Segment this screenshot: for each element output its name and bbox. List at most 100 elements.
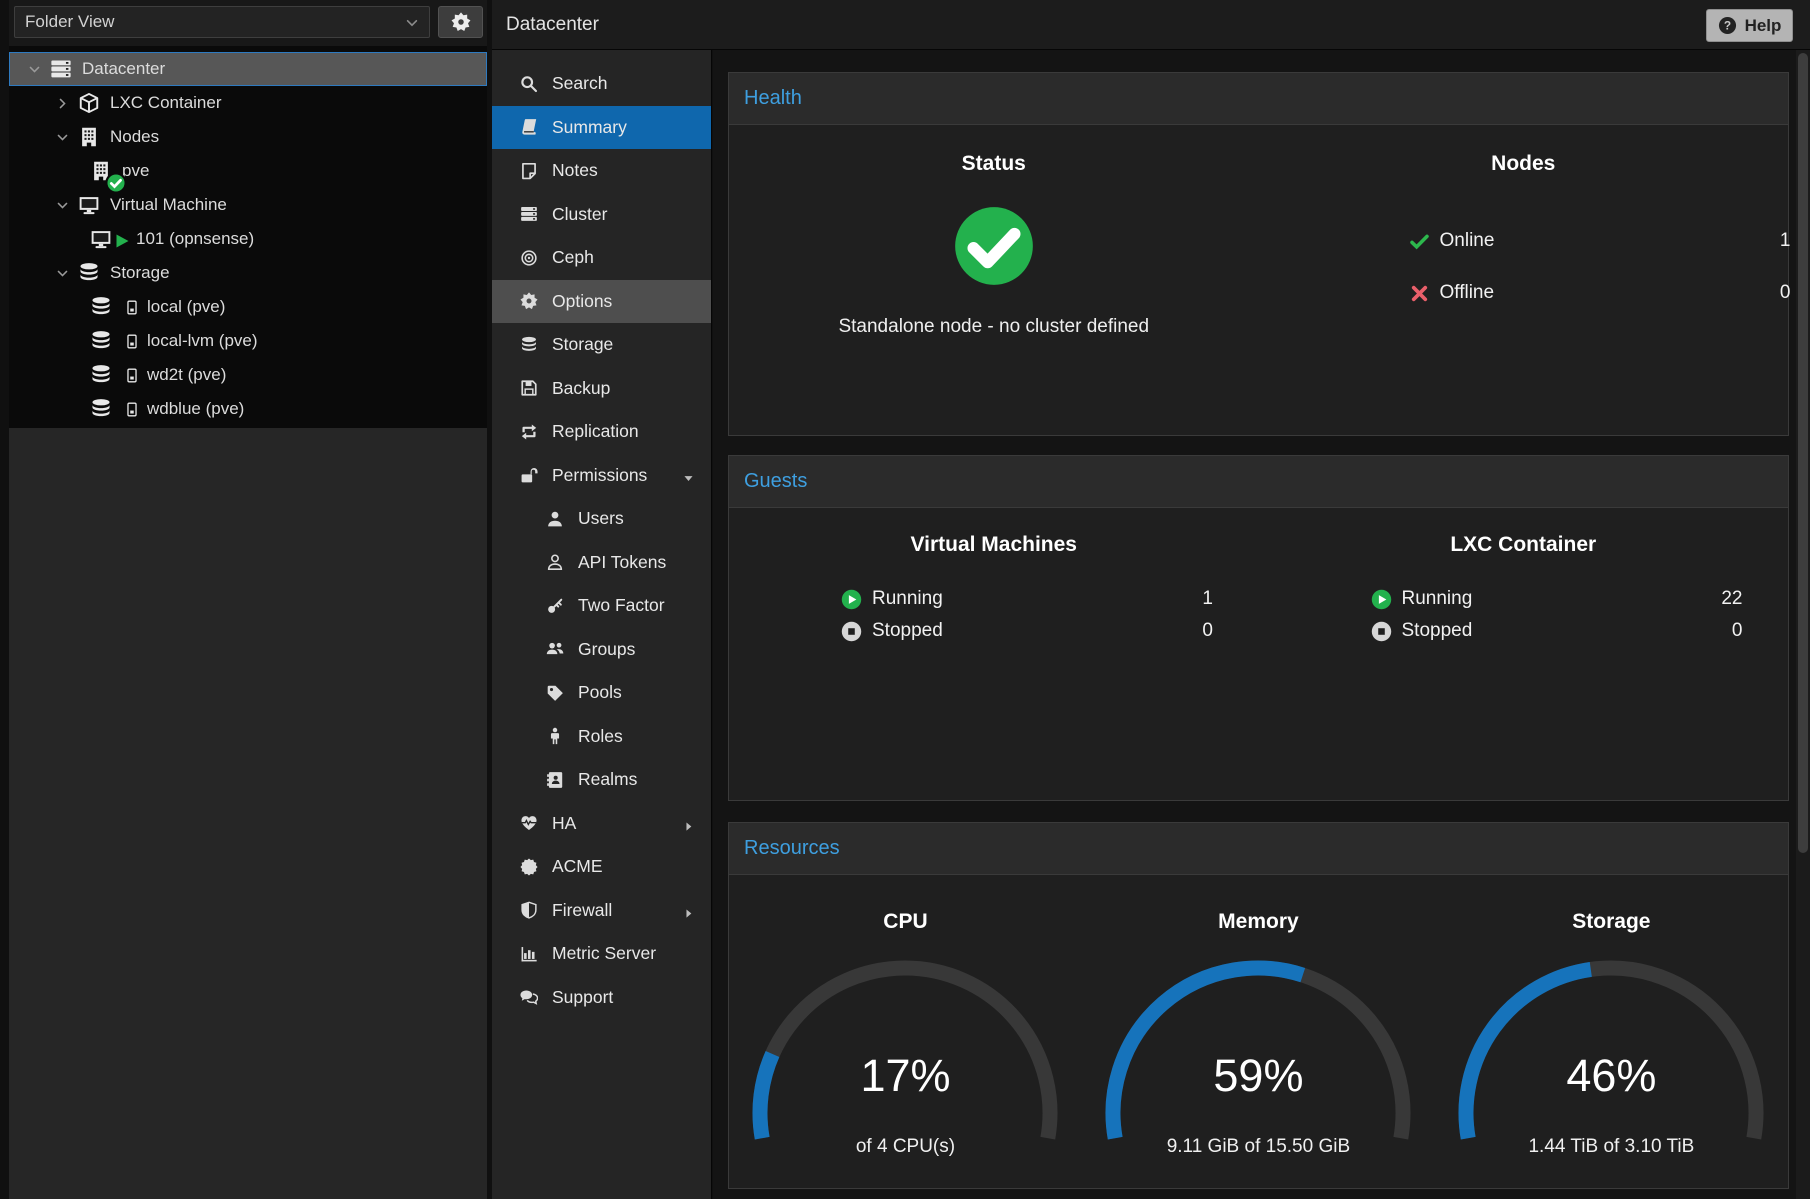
nav-item-label: Storage	[552, 334, 613, 355]
nav-item-metric-server[interactable]: Metric Server	[492, 932, 711, 976]
tree-toolbar: Folder View	[9, 0, 487, 46]
lxc-stopped-label: Stopped	[1402, 620, 1473, 642]
health-status-column: Status Standalone node - no cluster defi…	[729, 126, 1259, 435]
guests-panel: Guests Virtual Machines Running 1 Stoppe…	[728, 455, 1789, 801]
storage-detail: 1.44 TiB of 3.10 TiB	[1435, 1136, 1788, 1158]
guests-lxc-column: LXC Container Running 22 Stopped 0	[1259, 509, 1789, 800]
nav-item-backup[interactable]: Backup	[492, 367, 711, 411]
drive-icon	[125, 365, 139, 386]
resources-panel: Resources CPU 17% of 4 CPU(s) Memory 59%…	[728, 822, 1789, 1189]
database-icon	[88, 364, 114, 386]
address-book-icon	[544, 771, 565, 789]
stop-circle-icon	[841, 621, 862, 642]
nav-item-permissions[interactable]: Permissions	[492, 454, 711, 498]
chevron-down-icon[interactable]	[50, 199, 74, 212]
tree-item-label: Nodes	[110, 127, 159, 147]
play-circle-icon	[1371, 589, 1392, 610]
user-o-icon	[544, 553, 565, 571]
tree-item-lxc-container[interactable]: LXC Container	[9, 86, 487, 120]
nav-item-label: HA	[552, 813, 576, 834]
nav-item-notes[interactable]: Notes	[492, 149, 711, 193]
chevron-down-icon[interactable]	[50, 131, 74, 144]
nodes-heading: Nodes	[1259, 152, 1789, 176]
memory-percent: 59%	[1082, 1050, 1435, 1102]
status-message: Standalone node - no cluster defined	[729, 316, 1259, 338]
nav-item-roles[interactable]: Roles	[492, 715, 711, 759]
tree-item-virtual-machine[interactable]: Virtual Machine	[9, 188, 487, 222]
tree-item-101-opnsense[interactable]: 101 (opnsense)	[9, 222, 487, 256]
building-icon	[88, 160, 114, 182]
stop-circle-icon	[1371, 621, 1392, 642]
cpu-gauge-column: CPU 17% of 4 CPU(s)	[729, 876, 1082, 1188]
tree-item-label: Virtual Machine	[110, 195, 227, 215]
nodes-offline-row: Offline 0	[1409, 278, 1791, 308]
view-selector-dropdown[interactable]: Folder View	[14, 6, 430, 38]
nav-item-cluster[interactable]: Cluster	[492, 193, 711, 237]
tree-item-storage[interactable]: Storage	[9, 256, 487, 290]
nav-item-ha[interactable]: HA	[492, 802, 711, 846]
vm-heading: Virtual Machines	[729, 533, 1259, 557]
nav-item-api-tokens[interactable]: API Tokens	[492, 541, 711, 585]
nodes-online-value: 1	[1780, 230, 1791, 252]
tree-item-label: wd2t (pve)	[147, 365, 226, 385]
monitor-icon	[88, 228, 114, 250]
nav-item-label: Users	[578, 508, 624, 529]
tree-item-pve[interactable]: pve	[9, 154, 487, 188]
building-icon	[76, 126, 102, 148]
tree-item-wd2t-pve[interactable]: wd2t (pve)	[9, 358, 487, 392]
nav-item-users[interactable]: Users	[492, 497, 711, 541]
main-content: Health Status Standalone node - no clust…	[713, 50, 1810, 1199]
search-icon	[518, 75, 539, 93]
scrollbar-thumb[interactable]	[1798, 53, 1808, 853]
nav-item-storage[interactable]: Storage	[492, 323, 711, 367]
tree-item-label: local-lvm (pve)	[147, 331, 258, 351]
chevron-right-icon[interactable]	[50, 97, 74, 110]
nav-item-replication[interactable]: Replication	[492, 410, 711, 454]
nav-item-label: Options	[552, 291, 612, 312]
tree-item-local-pve[interactable]: local (pve)	[9, 290, 487, 324]
nav-item-search[interactable]: Search	[492, 62, 711, 106]
tree-item-nodes[interactable]: Nodes	[9, 120, 487, 154]
nav-item-pools[interactable]: Pools	[492, 671, 711, 715]
content-header: Datacenter ? Help	[492, 0, 1810, 50]
tree-item-datacenter[interactable]: Datacenter	[9, 52, 487, 86]
tree-settings-button[interactable]	[438, 6, 483, 38]
tree-item-label: Storage	[110, 263, 170, 283]
vm-stopped-label: Stopped	[872, 620, 943, 642]
chevron-down-icon[interactable]	[22, 63, 46, 76]
nav-item-label: Backup	[552, 378, 610, 399]
vertical-scrollbar[interactable]	[1796, 50, 1810, 1199]
seal-icon	[518, 858, 539, 876]
nav-item-summary[interactable]: Summary	[492, 106, 711, 150]
nav-item-ceph[interactable]: Ceph	[492, 236, 711, 280]
guests-panel-title: Guests	[729, 456, 1788, 508]
question-circle-icon: ?	[1718, 16, 1737, 35]
male-icon	[544, 727, 565, 745]
status-ok-icon	[952, 204, 1036, 288]
nav-item-label: ACME	[552, 856, 603, 877]
database-icon	[88, 296, 114, 318]
nodes-offline-label: Offline	[1440, 282, 1495, 304]
user-icon	[544, 510, 565, 528]
chevron-down-icon[interactable]	[50, 267, 74, 280]
vm-stopped-value: 0	[1202, 620, 1213, 642]
nav-item-label: Firewall	[552, 900, 612, 921]
nav-item-support[interactable]: Support	[492, 976, 711, 1020]
nav-item-groups[interactable]: Groups	[492, 628, 711, 672]
caret-right-icon	[682, 817, 695, 830]
nav-item-options[interactable]: Options	[492, 280, 711, 324]
nav-item-label: Two Factor	[578, 595, 665, 616]
nav-item-two-factor[interactable]: Two Factor	[492, 584, 711, 628]
nav-item-acme[interactable]: ACME	[492, 845, 711, 889]
nav-item-realms[interactable]: Realms	[492, 758, 711, 802]
nav-item-label: API Tokens	[578, 552, 666, 573]
tree-item-local-lvm-pve[interactable]: local-lvm (pve)	[9, 324, 487, 358]
guests-vm-column: Virtual Machines Running 1 Stopped 0	[729, 509, 1259, 800]
help-button[interactable]: ? Help	[1706, 9, 1793, 42]
database-icon	[88, 398, 114, 420]
tree-item-wdblue-pve[interactable]: wdblue (pve)	[9, 392, 487, 426]
nav-item-firewall[interactable]: Firewall	[492, 889, 711, 933]
cpu-detail: of 4 CPU(s)	[729, 1136, 1082, 1158]
chart-bar-icon	[518, 945, 539, 963]
nav-item-label: Pools	[578, 682, 622, 703]
